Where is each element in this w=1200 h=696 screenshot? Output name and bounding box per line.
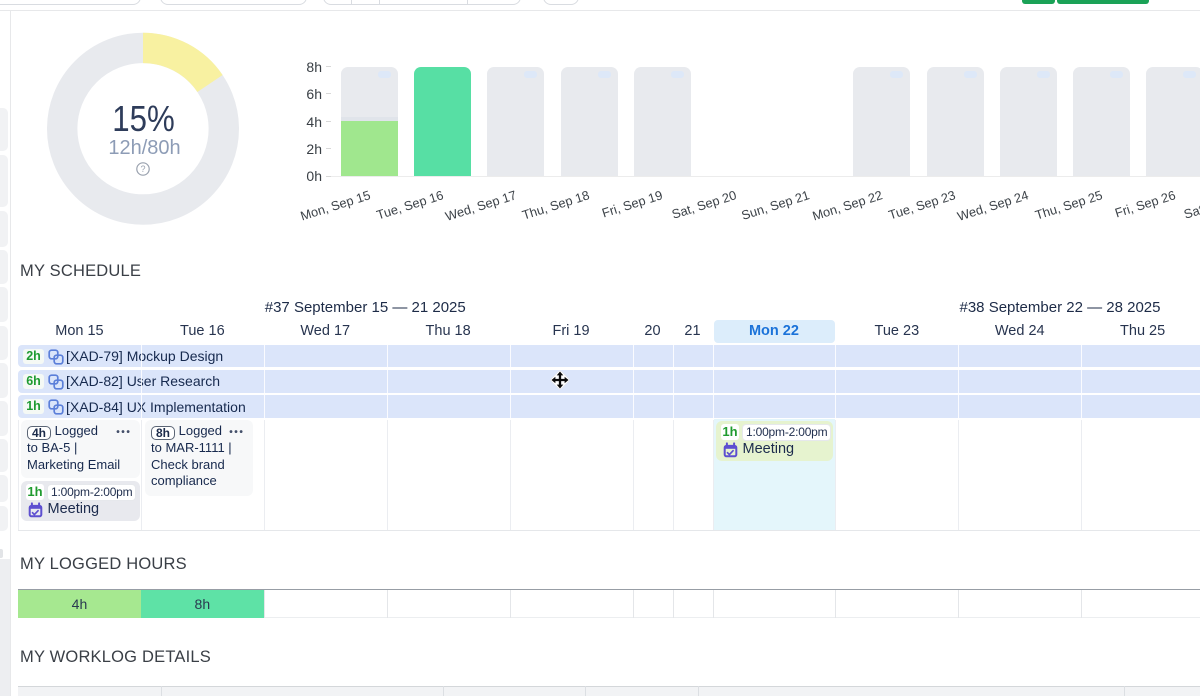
svg-text:?: ? <box>140 164 145 174</box>
